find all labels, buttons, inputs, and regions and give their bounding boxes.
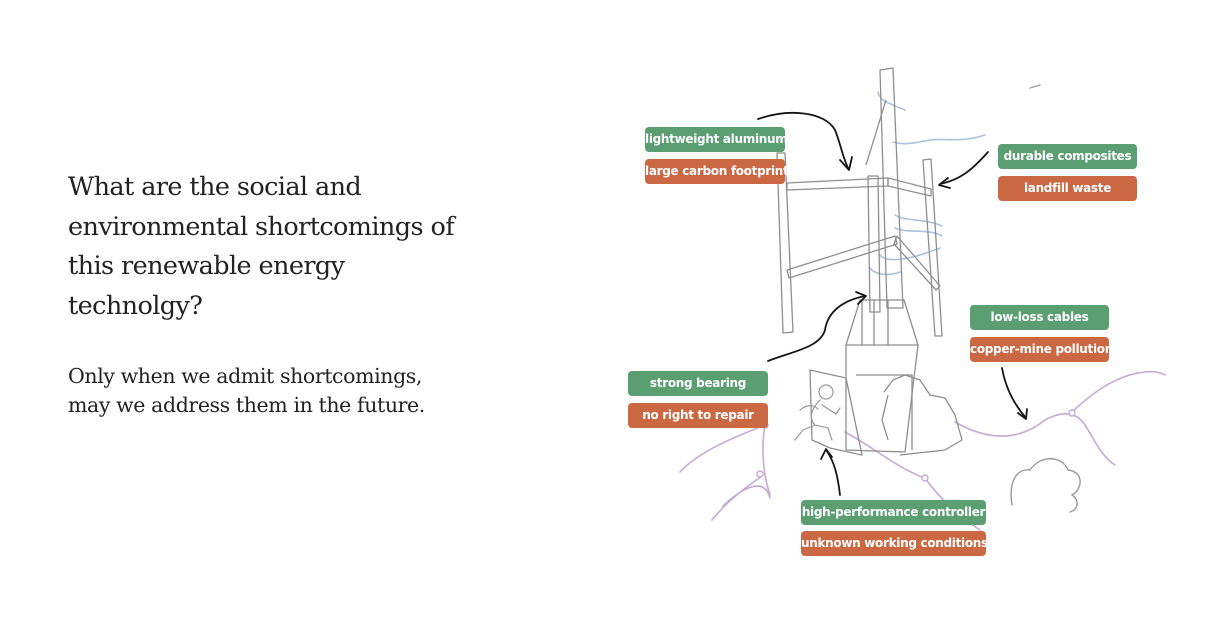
cable-lines — [679, 370, 1166, 531]
blades-con-tag: large carbon footprint — [645, 159, 789, 184]
answer-text: Only when we admit shortcomings, may we … — [68, 364, 425, 417]
arms-pro-tag: durable composites — [998, 144, 1137, 169]
blades-pro-tag: lightweight aluminum — [645, 127, 788, 152]
question-heading: What are the social and environmental sh… — [68, 172, 455, 321]
person-sketch — [794, 384, 841, 441]
bearing-con-tag: no right to repair — [628, 403, 768, 428]
controller-con-tag: unknown working conditions — [801, 531, 988, 556]
bush-sketch — [1010, 84, 1081, 513]
bearing-pro-tag: strong bearing — [628, 371, 768, 396]
cables-pro-tag: low-loss cables — [970, 305, 1109, 330]
controller-pro-tag: high-performance controller — [801, 500, 986, 525]
wind-lines — [869, 91, 986, 276]
cables-con-tag: copper-mine pollution — [970, 337, 1113, 362]
pointer-arrows — [757, 112, 1028, 496]
arms-con-tag: landfill waste — [998, 176, 1137, 201]
turbine-structure — [776, 67, 963, 456]
